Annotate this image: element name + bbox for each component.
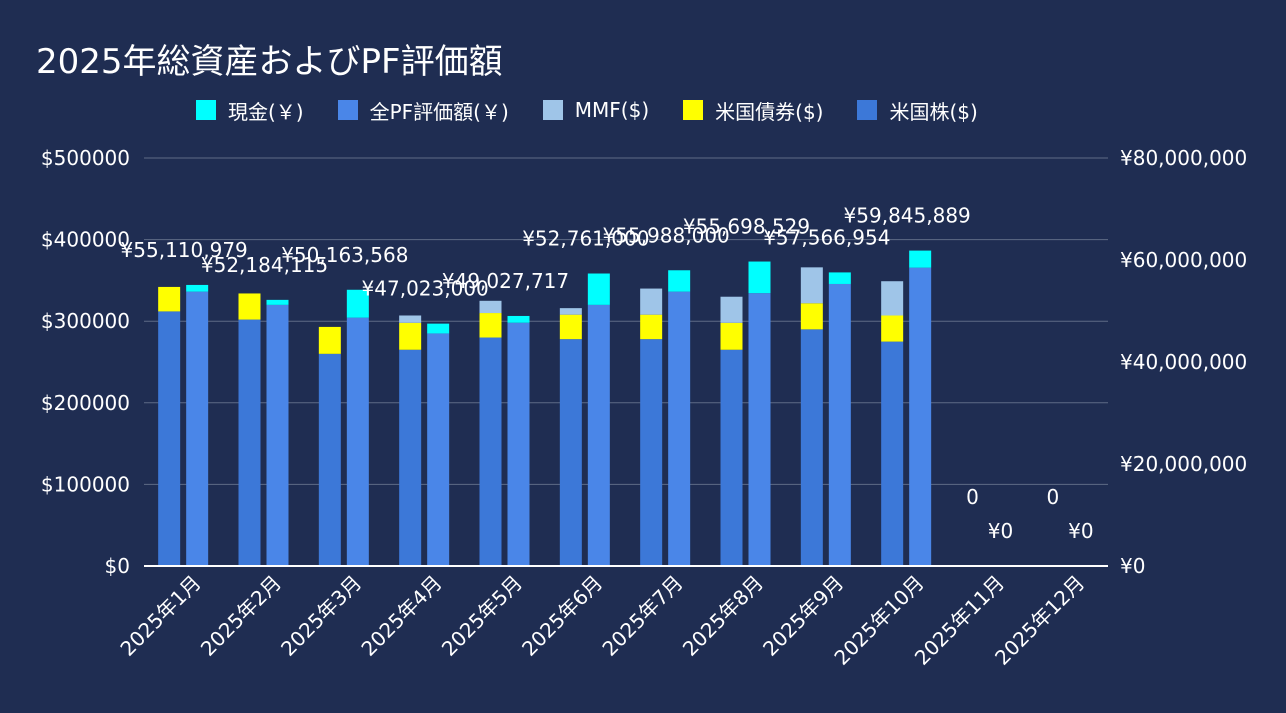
right-axis-tick-label: ¥80,000,000 bbox=[1120, 146, 1247, 170]
usd-total-label: 0 bbox=[1046, 485, 1059, 509]
jpy-total-label: ¥47,023,000 bbox=[362, 277, 489, 301]
x-axis-tick-label: 2025年7月 bbox=[597, 571, 687, 661]
chart-legend: 現金(￥) 全PF評価額(￥) MMF($) 米国債券($) 米国株($) bbox=[196, 96, 1012, 124]
legend-label: 米国債券($) bbox=[715, 99, 824, 124]
usd-bar-segment bbox=[559, 339, 582, 566]
left-axis-tick-label: $400000 bbox=[41, 228, 130, 252]
jpy-bar-segment bbox=[909, 250, 932, 268]
jpy-total-label: ¥52,761,000 bbox=[522, 227, 649, 251]
usd-bar-segment bbox=[720, 349, 743, 566]
usd-bar-segment bbox=[881, 281, 904, 316]
left-axis-tick-label: $0 bbox=[105, 554, 130, 578]
jpy-total-label: ¥55,988,000 bbox=[603, 223, 730, 247]
legend-item[interactable]: 米国株($) bbox=[857, 96, 978, 125]
right-axis-tick-label: ¥40,000,000 bbox=[1120, 350, 1247, 374]
x-axis-tick-label: 2025年8月 bbox=[678, 571, 768, 661]
jpy-bar-segment bbox=[186, 291, 209, 566]
usd-bar-segment bbox=[479, 300, 502, 314]
left-axis-tick-label: $500000 bbox=[41, 146, 130, 170]
jpy-bar-segment bbox=[668, 291, 691, 566]
jpy-bar-segment bbox=[427, 323, 450, 334]
usd-bar-segment bbox=[640, 339, 663, 566]
usd-total-label: 0 bbox=[966, 485, 979, 509]
usd-bar-segment bbox=[238, 293, 261, 320]
usd-bar-segment bbox=[800, 267, 823, 304]
jpy-total-label: ¥0 bbox=[988, 519, 1013, 543]
usd-bar-segment bbox=[800, 329, 823, 566]
legend-label: 全PF評価額(￥) bbox=[369, 99, 509, 124]
legend-swatch bbox=[683, 100, 704, 120]
usd-bar-segment bbox=[399, 349, 422, 566]
left-axis-tick-label: $200000 bbox=[41, 391, 130, 415]
usd-bar-segment bbox=[479, 313, 502, 338]
usd-bar-segment bbox=[881, 315, 904, 342]
jpy-total-label: ¥49,027,717 bbox=[442, 269, 569, 293]
usd-bar-segment bbox=[318, 326, 341, 354]
jpy-bar-segment bbox=[186, 284, 209, 292]
jpy-bar-segment bbox=[266, 304, 289, 566]
usd-bar-segment bbox=[479, 337, 502, 566]
jpy-total-label: ¥52,184,115 bbox=[201, 253, 328, 277]
jpy-total-label: ¥50,163,568 bbox=[281, 243, 408, 267]
legend-swatch bbox=[196, 100, 216, 120]
usd-bar-segment bbox=[559, 314, 582, 340]
jpy-bar-segment bbox=[748, 261, 771, 294]
usd-bar-segment bbox=[720, 296, 743, 323]
right-axis-tick-label: ¥20,000,000 bbox=[1120, 452, 1247, 476]
jpy-bar-segment bbox=[909, 267, 932, 566]
legend-swatch bbox=[337, 100, 358, 120]
jpy-bar-segment bbox=[346, 289, 369, 318]
usd-bar-segment bbox=[720, 322, 743, 350]
jpy-total-label: ¥55,110,979 bbox=[121, 238, 248, 262]
jpy-total-label: ¥0 bbox=[1068, 519, 1093, 543]
jpy-bar-segment bbox=[587, 273, 610, 305]
left-axis-tick-label: $100000 bbox=[41, 472, 130, 496]
usd-bar-segment bbox=[640, 288, 663, 315]
jpy-total-label: ¥55,698,529 bbox=[683, 215, 810, 239]
jpy-total-label: ¥59,845,889 bbox=[844, 204, 971, 228]
legend-item[interactable]: 現金(￥) bbox=[196, 96, 304, 125]
jpy-total-label: ¥57,566,954 bbox=[763, 225, 890, 249]
legend-label: MMF($) bbox=[574, 98, 650, 122]
jpy-bar-segment bbox=[828, 283, 851, 566]
jpy-bar-segment bbox=[266, 299, 289, 305]
usd-bar-segment bbox=[158, 286, 181, 312]
usd-bar-segment bbox=[881, 341, 904, 566]
jpy-bar-segment bbox=[507, 315, 530, 323]
chart-title: 2025年総資産およびPF評価額 bbox=[36, 42, 503, 82]
x-axis-tick-label: 2025年4月 bbox=[356, 571, 446, 661]
right-axis-tick-label: ¥60,000,000 bbox=[1120, 248, 1247, 272]
x-axis-tick-label: 2025年1月 bbox=[115, 571, 205, 661]
jpy-bar-segment bbox=[427, 333, 450, 566]
legend-item[interactable]: 米国債券($) bbox=[683, 96, 823, 125]
jpy-bar-segment bbox=[748, 293, 771, 566]
legend-swatch bbox=[542, 100, 563, 120]
usd-bar-segment bbox=[158, 311, 181, 566]
usd-bar-segment bbox=[399, 315, 422, 323]
x-axis-tick-label: 2025年2月 bbox=[196, 571, 286, 661]
x-axis-tick-label: 2025年6月 bbox=[517, 571, 607, 661]
legend-item[interactable]: MMF($) bbox=[542, 98, 650, 122]
usd-bar-segment bbox=[640, 314, 663, 340]
x-axis-tick-label: 2025年5月 bbox=[437, 571, 527, 661]
jpy-bar-segment bbox=[828, 272, 851, 284]
legend-label: 米国株($) bbox=[889, 99, 978, 124]
usd-bar-segment bbox=[238, 319, 261, 566]
jpy-bar-segment bbox=[507, 322, 530, 566]
usd-bar-segment bbox=[399, 322, 422, 350]
legend-swatch bbox=[857, 100, 878, 120]
left-axis-tick-label: $300000 bbox=[41, 309, 130, 333]
x-axis-tick-label: 2025年3月 bbox=[276, 571, 366, 661]
usd-bar-segment bbox=[559, 308, 582, 315]
usd-bar-segment bbox=[800, 303, 823, 330]
usd-bar-segment bbox=[318, 353, 341, 566]
jpy-bar-segment bbox=[346, 317, 369, 566]
legend-label: 現金(￥) bbox=[228, 99, 304, 124]
right-axis-tick-label: ¥0 bbox=[1120, 554, 1145, 578]
jpy-bar-segment bbox=[587, 304, 610, 566]
legend-item[interactable]: 全PF評価額(￥) bbox=[337, 96, 509, 125]
jpy-bar-segment bbox=[668, 270, 691, 292]
